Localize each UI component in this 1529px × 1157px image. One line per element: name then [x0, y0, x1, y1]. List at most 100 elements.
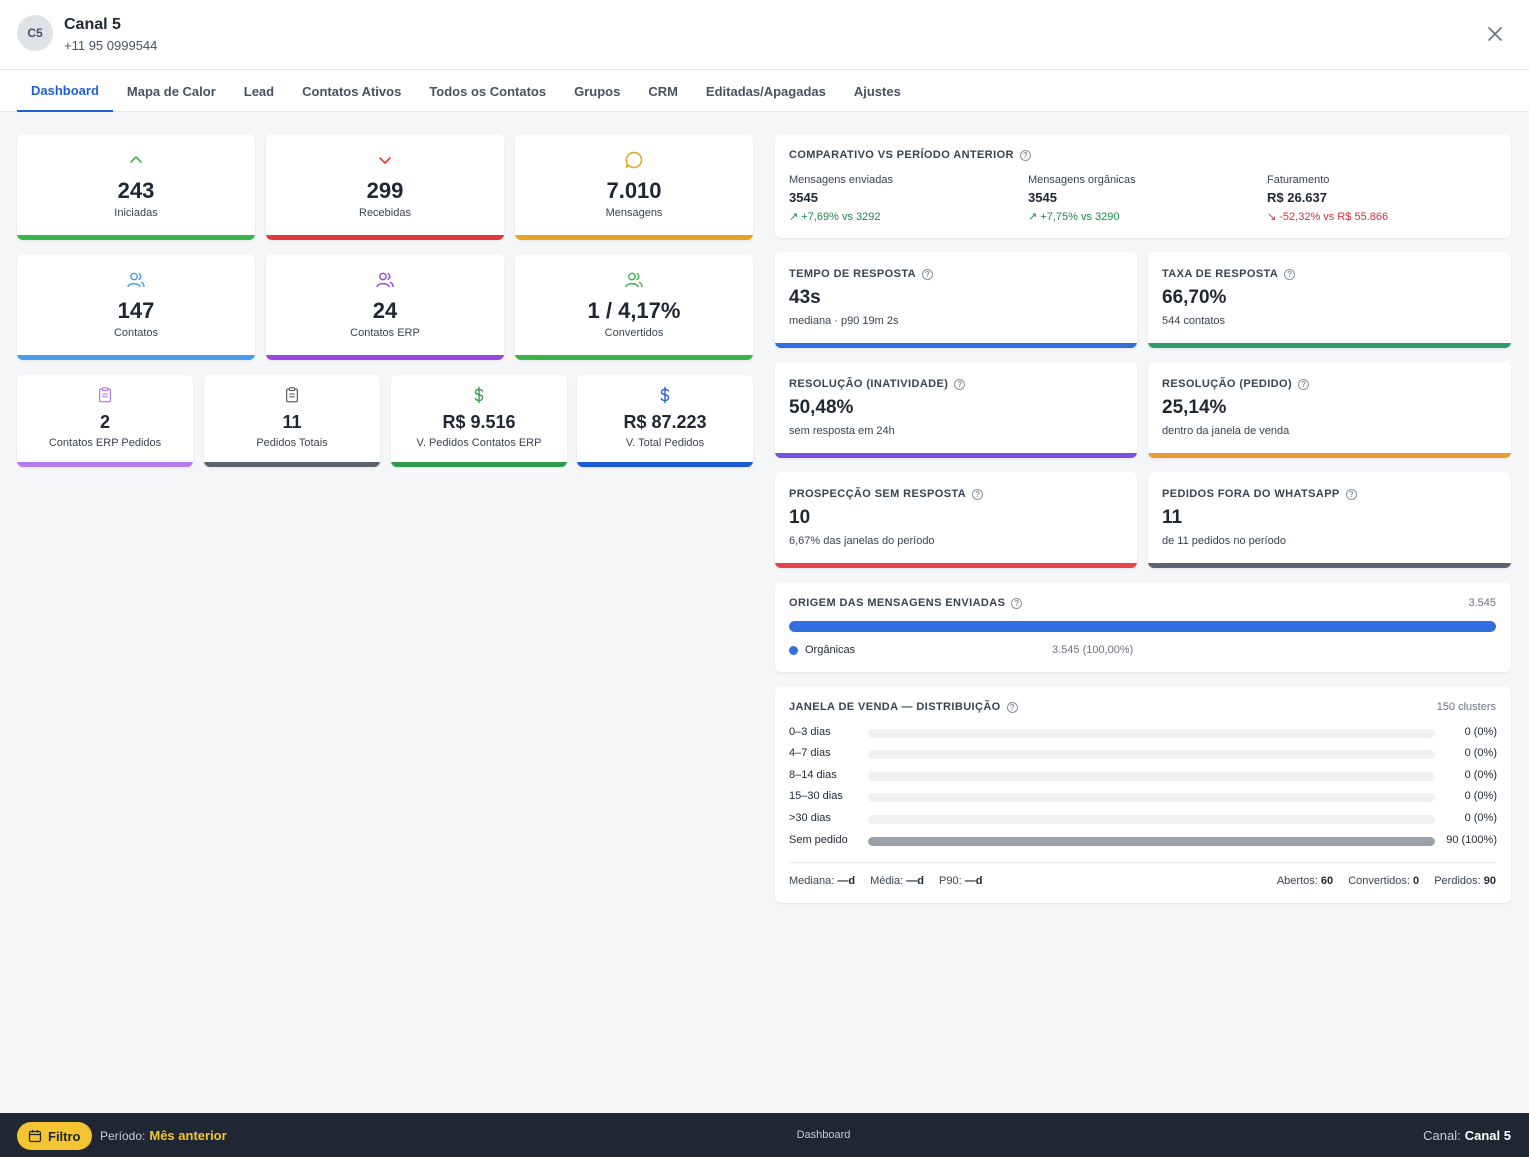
tab-todos-os-contatos[interactable]: Todos os Contatos — [429, 83, 547, 99]
metric-pedidos-fora: PEDIDOS FORA DO WHATSAPP? 11 de 11 pedid… — [1148, 472, 1511, 568]
help-icon[interactable]: ? — [1345, 488, 1357, 500]
perdidos-value: 90 — [1483, 875, 1496, 887]
help-icon[interactable]: ? — [972, 488, 984, 500]
chevron-up-icon — [130, 156, 142, 163]
tab-dashboard[interactable]: Dashboard — [17, 70, 113, 112]
dist-label: 4–7 dias — [789, 747, 831, 759]
message-bubble-icon — [625, 151, 643, 169]
stat-label: Pedidos Totais — [256, 437, 328, 449]
footer-page-name: Dashboard — [796, 1129, 851, 1141]
channel-phone: +11 95 0999544 — [64, 38, 158, 53]
period-label: Período: — [100, 1129, 146, 1143]
help-icon[interactable]: ? — [1019, 149, 1031, 161]
tab-crm[interactable]: CRM — [648, 83, 678, 99]
avatar: C5 — [17, 15, 53, 51]
perdidos-label: Perdidos: — [1434, 875, 1481, 887]
cmp-label: Mensagens enviadas — [789, 174, 893, 186]
metric-subtitle: dentro da janela de venda — [1162, 425, 1290, 437]
origem-legend-label: Orgânicas — [805, 644, 856, 656]
metric-accent-bar — [775, 343, 1137, 348]
period-value: Mês anterior — [149, 1128, 227, 1143]
dollar-icon — [660, 386, 670, 404]
stat-label: Recebidas — [359, 207, 411, 219]
comparativo-card: COMPARATIVO VS PERÍODO ANTERIOR? Mensage… — [775, 134, 1511, 238]
metric-value: 43s — [789, 287, 821, 308]
dist-track — [868, 772, 1435, 781]
tab-mapa-de-calor[interactable]: Mapa de Calor — [126, 83, 216, 99]
dist-label: 0–3 dias — [789, 726, 831, 738]
dist-value: 0 (0%) — [1464, 769, 1497, 781]
stat-accent-bar — [17, 462, 193, 467]
comparativo-col-faturamento: Faturamento R$ 26.637 ↘ -52,32% vs R$ 55… — [1267, 174, 1388, 223]
stat-accent-bar — [515, 355, 753, 360]
metric-resolucao-inatividade: RESOLUÇÃO (INATIVIDADE)? 50,48% sem resp… — [775, 362, 1137, 458]
stat-accent-bar — [17, 235, 255, 240]
metric-subtitle: 544 contatos — [1162, 315, 1225, 327]
stat-value: R$ 87.223 — [623, 412, 707, 432]
dist-value: 0 (0%) — [1464, 812, 1497, 824]
origem-track — [789, 621, 1496, 632]
stat-label: Contatos ERP Pedidos — [48, 437, 162, 449]
janela-card: JANELA DE VENDA — DISTRIBUIÇÃO? 150 clus… — [775, 686, 1511, 903]
help-icon[interactable]: ? — [1011, 597, 1023, 609]
stat-card-v-total-pedidos: R$ 87.223 V. Total Pedidos — [577, 375, 753, 467]
origem-legend-dot — [789, 646, 798, 655]
metric-resolucao-pedido: RESOLUÇÃO (PEDIDO)? 25,14% dentro da jan… — [1148, 362, 1511, 458]
metric-value: 11 — [1162, 507, 1183, 528]
stat-accent-bar — [266, 235, 504, 240]
metric-tempo-resposta: TEMPO DE RESPOSTA? 43s mediana · p90 19m… — [775, 252, 1137, 348]
help-icon[interactable]: ? — [1298, 378, 1310, 390]
filter-label: Filtro — [48, 1128, 81, 1144]
stat-value: 2 — [99, 412, 110, 432]
tab-editadas-apagadas[interactable]: Editadas/Apagadas — [705, 83, 826, 99]
stat-accent-bar — [391, 462, 567, 467]
cmp-value: 3545 — [1028, 190, 1057, 205]
metric-value: 25,14% — [1162, 397, 1227, 418]
help-icon[interactable]: ? — [922, 268, 933, 280]
metric-prospeccao: PROSPECÇÃO SEM RESPOSTA? 10 6,67% das ja… — [775, 472, 1137, 568]
dist-label: >30 dias — [789, 812, 831, 824]
close-icon[interactable] — [1484, 23, 1506, 45]
comparativo-col-enviadas: Mensagens enviadas 3545 ↗ +7,69% vs 3292 — [789, 174, 893, 223]
metric-subtitle: de 11 pedidos no período — [1162, 535, 1286, 547]
dist-row: 8–14 dias 0 (0%) — [789, 769, 1497, 783]
tab-bar: Dashboard Mapa de Calor Lead Contatos At… — [0, 70, 1529, 112]
mediana-label: Mediana: — [789, 875, 835, 887]
filter-button[interactable]: Filtro — [17, 1122, 92, 1150]
dist-value: 90 (100%) — [1446, 834, 1497, 846]
metric-value: 50,48% — [789, 397, 854, 418]
metric-value: 66,70% — [1162, 287, 1227, 308]
stat-label: Contatos — [113, 327, 159, 339]
metric-title-text: PROSPECÇÃO SEM RESPOSTA — [789, 488, 967, 500]
users-icon — [127, 272, 145, 288]
dist-fill — [868, 837, 1435, 846]
metric-title-text: RESOLUÇÃO (INATIVIDADE) — [789, 378, 949, 390]
tab-contatos-ativos[interactable]: Contatos Ativos — [302, 83, 402, 99]
convertidos-label: Convertidos: — [1348, 875, 1410, 887]
help-icon[interactable]: ? — [1284, 268, 1296, 280]
tab-lead[interactable]: Lead — [243, 83, 275, 99]
help-icon[interactable]: ? — [1006, 701, 1018, 713]
stat-label: V. Pedidos Contatos ERP — [416, 437, 542, 449]
metric-title-text: RESOLUÇÃO (PEDIDO) — [1162, 378, 1293, 390]
origem-title-text: ORIGEM DAS MENSAGENS ENVIADAS — [789, 597, 1006, 609]
canal-value: Canal 5 — [1464, 1128, 1511, 1143]
media-label: Média: — [870, 875, 904, 887]
stat-card-mensagens: 7.010 Mensagens — [515, 134, 753, 240]
metric-title: PEDIDOS FORA DO WHATSAPP? — [1162, 488, 1357, 500]
stat-accent-bar — [17, 355, 255, 360]
help-icon[interactable]: ? — [954, 378, 966, 390]
stat-accent-bar — [515, 235, 753, 240]
janela-divider — [789, 862, 1496, 863]
metric-accent-bar — [1148, 343, 1511, 348]
stat-value: 7.010 — [606, 178, 662, 203]
tab-grupos[interactable]: Grupos — [574, 83, 621, 99]
cmp-label: Faturamento — [1267, 174, 1330, 186]
stat-value: 11 — [282, 412, 302, 432]
tab-ajustes[interactable]: Ajustes — [853, 83, 901, 99]
origem-legend-value: 3.545 (100,00%) — [1052, 644, 1134, 656]
media-value: —d — [906, 875, 924, 887]
metric-value: 10 — [789, 507, 811, 528]
metric-subtitle: sem resposta em 24h — [789, 425, 895, 437]
metric-accent-bar — [775, 563, 1137, 568]
